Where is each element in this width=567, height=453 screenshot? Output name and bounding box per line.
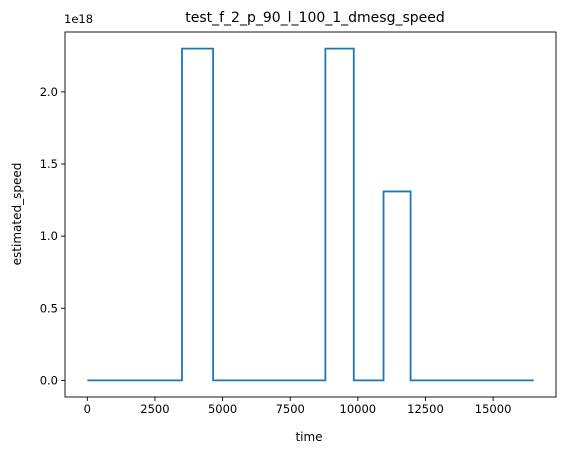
x-tick-label: 10000	[340, 402, 377, 416]
x-tick-label: 12500	[407, 402, 444, 416]
x-tick-label: 2500	[140, 402, 169, 416]
y-tick-label: 1.5	[40, 157, 58, 171]
y-axis-label: estimated_speed	[10, 163, 24, 266]
x-tick-label: 5000	[208, 402, 237, 416]
y-tick-label: 1.0	[40, 229, 58, 243]
x-tick-label: 15000	[475, 402, 512, 416]
plot-frame	[64, 31, 557, 398]
y-tick-label: 0.5	[40, 301, 58, 315]
x-axis-label: time	[295, 430, 322, 444]
x-tick-label: 0	[84, 402, 91, 416]
chart-title: test_f_2_p_90_l_100_1_dmesg_speed	[185, 10, 445, 26]
series-line	[87, 47, 534, 382]
x-tick-label: 7500	[276, 402, 305, 416]
y-offset-label: 1e18	[64, 12, 93, 26]
y-tick-label: 0.0	[40, 373, 58, 387]
y-tick-label: 2.0	[40, 85, 58, 99]
